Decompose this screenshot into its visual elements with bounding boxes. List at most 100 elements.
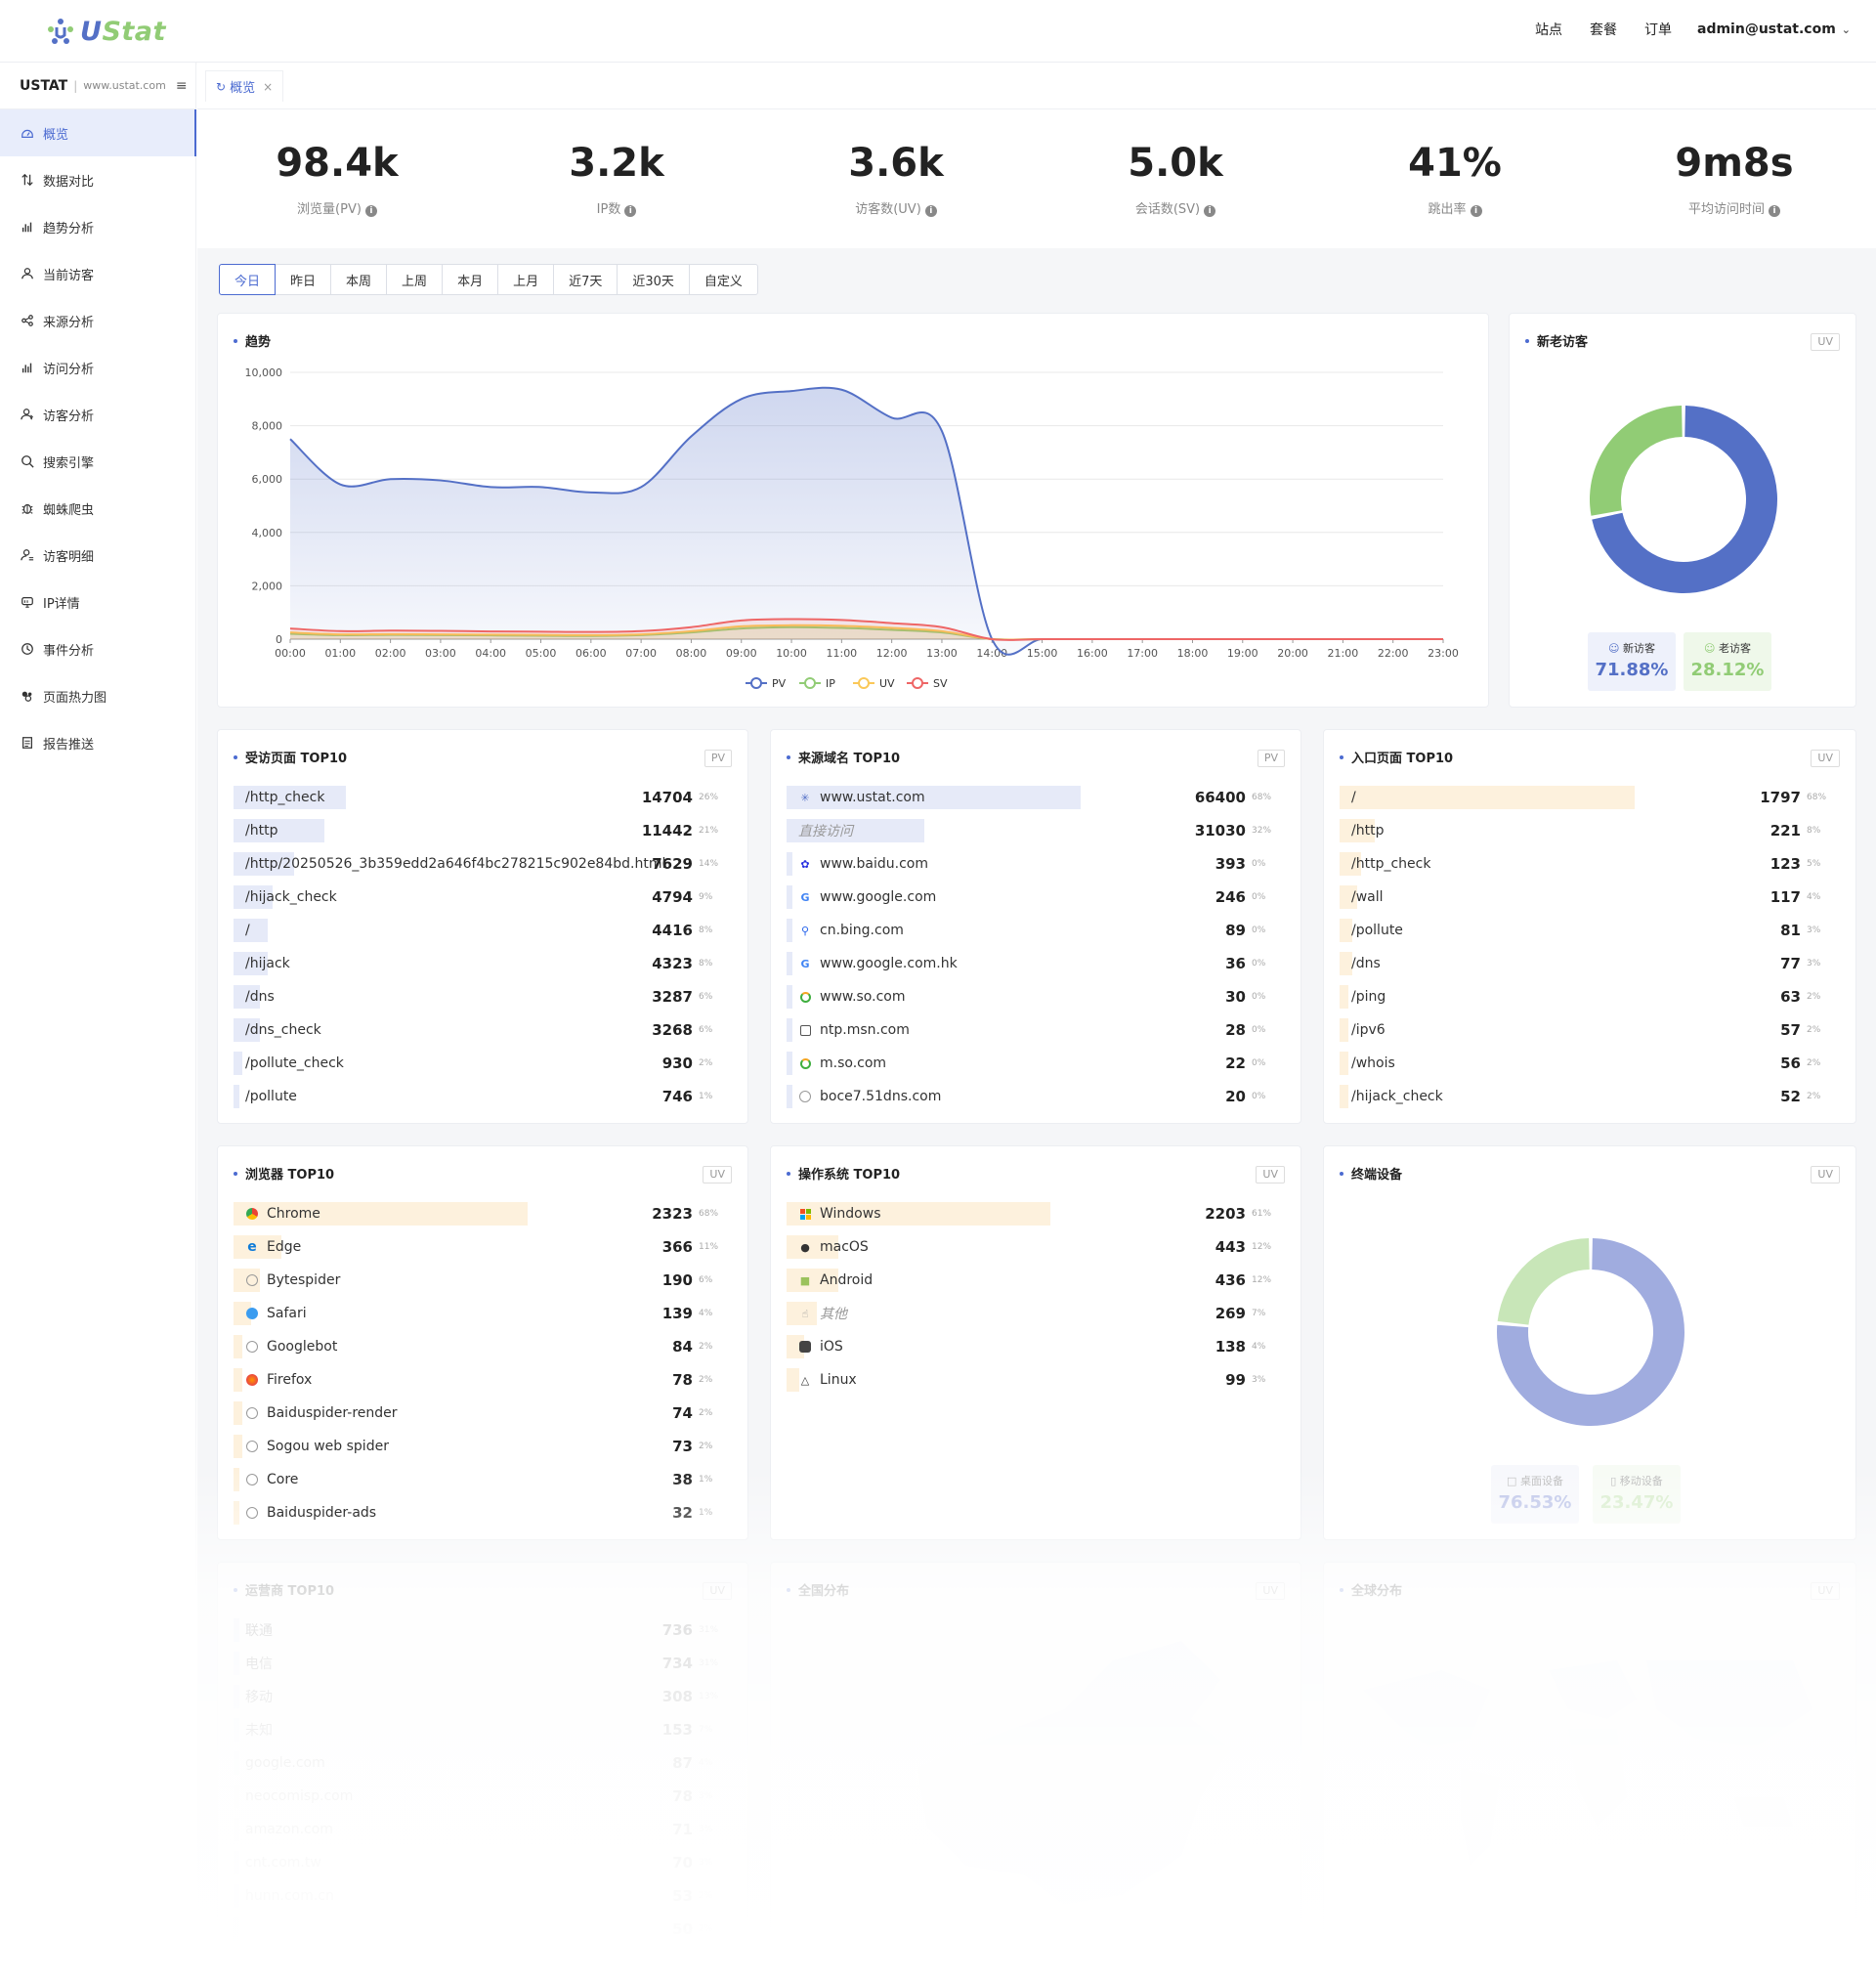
rank-row[interactable]: /http 221 8% [1340,814,1840,847]
refresh-icon[interactable]: ↻ [216,79,227,94]
rank-row[interactable]: 未知 153 7% [234,1713,732,1746]
rank-row[interactable]: /dns 3287 6% [234,980,732,1013]
sidebar-item-1[interactable]: 数据对比 [0,156,195,203]
rank-row[interactable]: / 1797 68% [1340,781,1840,814]
range-button-1[interactable]: 昨日 [275,264,332,295]
rank-row[interactable]: / 4416 8% [234,914,732,947]
close-icon[interactable]: × [263,79,274,94]
range-button-0[interactable]: 今日 [219,264,277,295]
sidebar-item-10[interactable]: IP详情 [0,579,195,625]
rank-row[interactable]: ✿ www.baidu.com 393 0% [787,847,1285,881]
rank-row[interactable]: /hijack 4323 8% [234,947,732,980]
rank-row[interactable]: cnt.com.tw 70 3% [234,1846,732,1879]
rank-row[interactable]: iOS 138 4% [787,1330,1285,1363]
rank-row[interactable]: Windows 2203 61% [787,1197,1285,1230]
rank-row[interactable]: Chrome 2323 68% [234,1197,732,1230]
hamburger-menu-icon[interactable]: ≡ [175,77,188,94]
rank-row[interactable]: ☝ 其他 269 7% [787,1297,1285,1330]
info-icon[interactable]: i [1204,205,1216,217]
rank-row[interactable]: /whois 56 2% [1340,1047,1840,1080]
rank-row[interactable]: /http/20250526_3b359edd2a646f4bc278215c9… [234,847,732,881]
rank-row[interactable]: neocomisp.com 78 3% [234,1780,732,1813]
rank-row[interactable]: google.com 87 4% [234,1746,732,1780]
rank-row[interactable]: ✳ www.ustat.com 66400 68% [787,781,1285,814]
range-button-7[interactable]: 近30天 [617,264,690,295]
rank-row[interactable]: ■ Android 436 12% [787,1264,1285,1297]
range-button-6[interactable]: 近7天 [553,264,618,295]
info-icon[interactable]: i [624,205,637,217]
sidebar-item-9[interactable]: 访客明细 [0,532,195,579]
sidebar-item-6[interactable]: 访客分析 [0,391,195,438]
rank-row[interactable]: /ping 63 2% [1340,980,1840,1013]
rank-row[interactable]: /pollute 81 3% [1340,914,1840,947]
nav-orders-link[interactable]: 订单 [1644,22,1672,38]
rank-row[interactable]: 移动 308 13% [234,1680,732,1713]
rank-row[interactable]: hunn.com.cn 53 2% [234,1879,732,1913]
range-button-5[interactable]: 上月 [497,264,555,295]
rank-row[interactable]: Baiduspider-ads 32 1% [234,1496,732,1529]
range-button-2[interactable]: 本周 [330,264,388,295]
sidebar-item-3[interactable]: 当前访客 [0,250,195,297]
rank-row[interactable]: 直接访问 31030 32% [787,814,1285,847]
range-button-4[interactable]: 本月 [442,264,499,295]
sidebar-item-7[interactable]: 搜索引擎 [0,438,195,485]
sidebar-item-8[interactable]: 蜘蛛爬虫 [0,485,195,532]
rank-row[interactable]: e Edge 366 11% [234,1230,732,1264]
info-icon[interactable]: i [1769,205,1780,217]
rank-row[interactable]: amazon.com 71 3% [234,1813,732,1846]
rank-row[interactable]: Baiduspider-render 74 2% [234,1397,732,1430]
rank-row[interactable]: 电信 734 31% [234,1647,732,1680]
rank-row[interactable]: boce7.51dns.com 20 0% [787,1080,1285,1113]
donut-slice[interactable] [1497,1238,1590,1325]
info-icon[interactable]: i [1470,205,1482,217]
rank-row[interactable]: /pollute 746 1% [234,1080,732,1113]
rank-row[interactable]: Core 38 1% [234,1463,732,1496]
sidebar-item-13[interactable]: 报告推送 [0,719,195,766]
rank-row[interactable]: /http_check 123 5% [1340,847,1840,881]
range-button-3[interactable]: 上周 [386,264,444,295]
rank-row[interactable]: /wall 117 4% [1340,881,1840,914]
rank-row[interactable]: ntp.msn.com 28 0% [787,1013,1285,1047]
rank-row[interactable]: m.so.com 22 0% [787,1047,1285,1080]
rank-row[interactable]: /pollute_check 930 2% [234,1047,732,1080]
rank-row[interactable]: ⚲ cn.bing.com 89 0% [787,914,1285,947]
rank-row[interactable]: Safari 139 4% [234,1297,732,1330]
range-button-8[interactable]: 自定义 [688,264,758,295]
rank-row[interactable]: /dns_check 3268 6% [234,1013,732,1047]
rank-row[interactable]: /dns 77 3% [1340,947,1840,980]
donut-slice[interactable] [1590,406,1683,516]
info-icon[interactable]: i [924,205,937,217]
rank-row[interactable]: 50 2% [234,1913,732,1946]
rank-row[interactable]: Sogou web spider 73 2% [234,1430,732,1463]
nav-sites-link[interactable]: 站点 [1535,22,1562,38]
donut-slice[interactable] [1497,1238,1684,1426]
site-selector[interactable]: USTAT | www.ustat.com ≡ [0,63,195,109]
sidebar-item-2[interactable]: 趋势分析 [0,203,195,250]
ustat-logo[interactable]: UStat [47,16,166,47]
rank-percent: 4% [1252,1342,1266,1352]
rank-row[interactable]: www.so.com 30 0% [787,980,1285,1013]
rank-row[interactable]: /hijack_check 4794 9% [234,881,732,914]
sidebar-item-4[interactable]: 来源分析 [0,297,195,344]
nav-plans-link[interactable]: 套餐 [1590,22,1617,38]
rank-row[interactable]: /ipv6 57 2% [1340,1013,1840,1047]
rank-row[interactable]: Firefox 78 2% [234,1363,732,1397]
sidebar-item-5[interactable]: 访问分析 [0,344,195,391]
rank-row[interactable]: /hijack_check 52 2% [1340,1080,1840,1113]
user-menu[interactable]: admin@ustat.com ⌄ [1697,22,1851,37]
rank-row[interactable]: ● macOS 443 12% [787,1230,1285,1264]
info-icon[interactable]: i [364,205,377,217]
sidebar-item-12[interactable]: 页面热力图 [0,672,195,719]
tab-overview[interactable]: ↻ 概览 × [205,70,284,102]
sidebar-item-11[interactable]: 事件分析 [0,625,195,672]
donut-slice[interactable] [1592,406,1777,593]
rank-row[interactable]: Googlebot 84 2% [234,1330,732,1363]
rank-row[interactable]: Bytespider 190 6% [234,1264,732,1297]
rank-row[interactable]: /http 11442 21% [234,814,732,847]
rank-row[interactable]: /http_check 14704 26% [234,781,732,814]
rank-row[interactable]: 联通 736 31% [234,1614,732,1647]
sidebar-item-0[interactable]: 概览 [0,109,196,156]
rank-row[interactable]: △ Linux 99 3% [787,1363,1285,1397]
